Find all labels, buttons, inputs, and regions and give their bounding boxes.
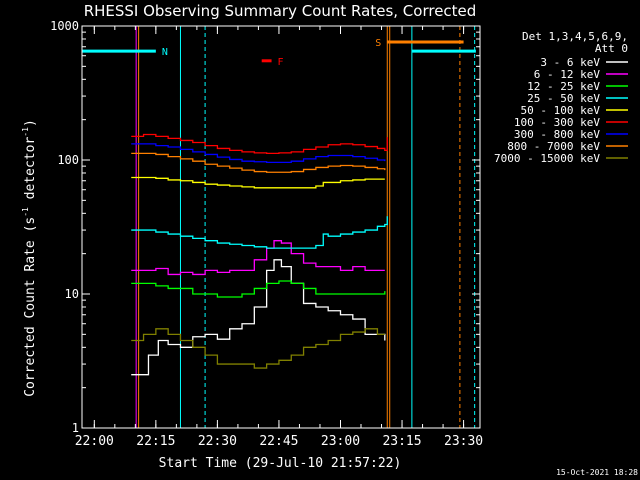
x-tick-label: 22:45 — [259, 434, 298, 449]
series-line-0 — [131, 259, 386, 376]
legend-header-2: Att 0 — [595, 42, 628, 55]
chart-title: RHESSI Observing Summary Count Rates, Co… — [84, 2, 477, 20]
legend-label: 12 - 25 keV — [527, 80, 600, 93]
series-line-2 — [131, 280, 386, 298]
y-tick-label: 100 — [57, 153, 79, 167]
y-tick-label: 10 — [65, 287, 79, 301]
series-line-8 — [131, 328, 385, 369]
legend-label: 6 - 12 keV — [534, 68, 601, 81]
orbit-label-N: N — [162, 47, 168, 58]
legend-label: 100 - 300 keV — [514, 116, 600, 129]
x-axis-label: Start Time (29-Jul-10 21:57:22) — [159, 456, 402, 471]
x-tick-label: 23:00 — [321, 434, 360, 449]
legend-label: 300 - 800 keV — [514, 128, 600, 141]
plot-frame — [81, 25, 481, 429]
x-tick-label: 23:30 — [444, 434, 483, 449]
y-tick-label: 1000 — [50, 19, 79, 33]
series-line-3 — [131, 216, 388, 249]
x-tick-label: 22:00 — [75, 434, 114, 449]
legend-header: Det 1,3,4,5,6,9, — [522, 30, 628, 43]
series-line-5 — [131, 133, 388, 155]
legend-label: 25 - 50 keV — [527, 92, 600, 105]
orbit-label-F: F — [278, 57, 284, 68]
timestamp: 15-Oct-2021 18:28 — [556, 468, 638, 477]
y-tick-label: 1 — [72, 421, 79, 435]
series-line-4 — [131, 176, 385, 189]
legend-label: 7000 - 15000 keV — [494, 152, 600, 165]
y-axis-label: Corrected Count Rate (s-1 detector-1) — [21, 119, 38, 397]
legend-label: 50 - 100 keV — [521, 104, 601, 117]
x-tick-label: 23:15 — [382, 434, 421, 449]
orbit-label-S: S — [375, 38, 381, 49]
series-line-6 — [131, 143, 386, 164]
legend-label: 800 - 7000 keV — [507, 140, 600, 153]
x-tick-label: 22:30 — [198, 434, 237, 449]
x-tick-label: 22:15 — [136, 434, 175, 449]
series-line-7 — [131, 152, 386, 173]
series-line-1 — [131, 240, 385, 276]
legend-label: 3 - 6 keV — [540, 56, 600, 69]
